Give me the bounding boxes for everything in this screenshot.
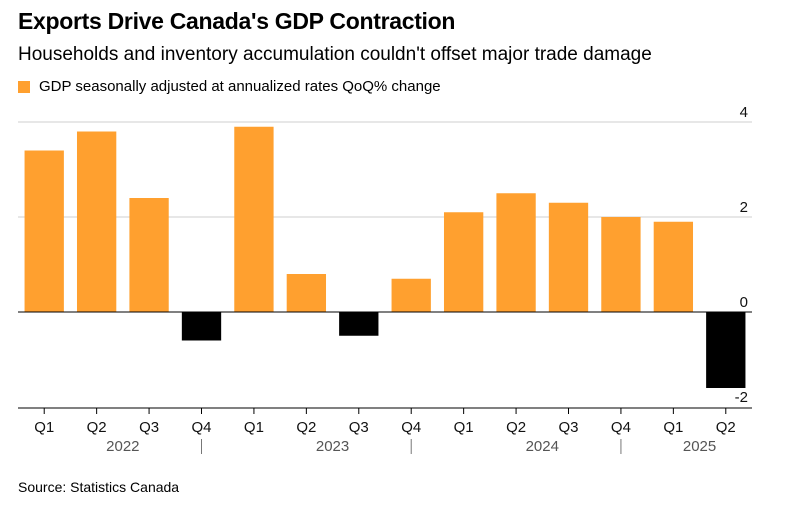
year-label: 2023: [316, 438, 349, 455]
x-tick-label: Q1: [34, 419, 54, 436]
bar: [496, 193, 536, 312]
bar: [443, 212, 484, 312]
year-label: 2024: [526, 438, 559, 455]
source-note: Source: Statistics Canada: [18, 479, 180, 495]
chart-title: Exports Drive Canada's GDP Contraction: [18, 8, 456, 34]
bar: [286, 274, 327, 312]
x-tick-label: Q1: [244, 419, 264, 436]
year-label: 2025: [683, 438, 716, 455]
x-tick-label: Q3: [139, 419, 159, 436]
x-tick-label: Q1: [663, 419, 683, 436]
bar: [601, 217, 641, 312]
bar: [706, 312, 746, 388]
bar: [548, 202, 589, 312]
y-tick-label: 2: [740, 199, 748, 216]
bar: [234, 126, 274, 312]
x-tick-label: Q2: [296, 419, 316, 436]
bar: [129, 198, 169, 312]
legend-swatch: [18, 80, 30, 93]
x-tick-label: Q3: [558, 419, 578, 436]
chart-legend: GDP seasonally adjusted at annualized ra…: [18, 78, 441, 95]
bar: [76, 131, 117, 312]
x-tick-label: Q2: [87, 419, 107, 436]
bar: [24, 150, 64, 312]
x-tick-label: Q3: [349, 419, 369, 436]
bar: [653, 221, 694, 312]
year-label: 2022: [106, 438, 139, 455]
bar: [339, 312, 379, 336]
bar: [391, 278, 431, 312]
x-tick-label: Q2: [506, 419, 526, 436]
y-tick-label: -2: [735, 389, 748, 406]
chart-subtitle: Households and inventory accumulation co…: [18, 44, 652, 65]
x-tick-label: Q4: [611, 419, 631, 436]
x-tick-label: Q1: [454, 419, 474, 436]
y-tick-label: 4: [740, 104, 748, 121]
legend-label: GDP seasonally adjusted at annualized ra…: [39, 78, 441, 95]
x-tick-label: Q2: [716, 419, 736, 436]
x-tick-label: Q4: [401, 419, 421, 436]
bar: [181, 312, 222, 341]
y-tick-label: 0: [740, 294, 748, 311]
x-tick-label: Q4: [191, 419, 211, 436]
